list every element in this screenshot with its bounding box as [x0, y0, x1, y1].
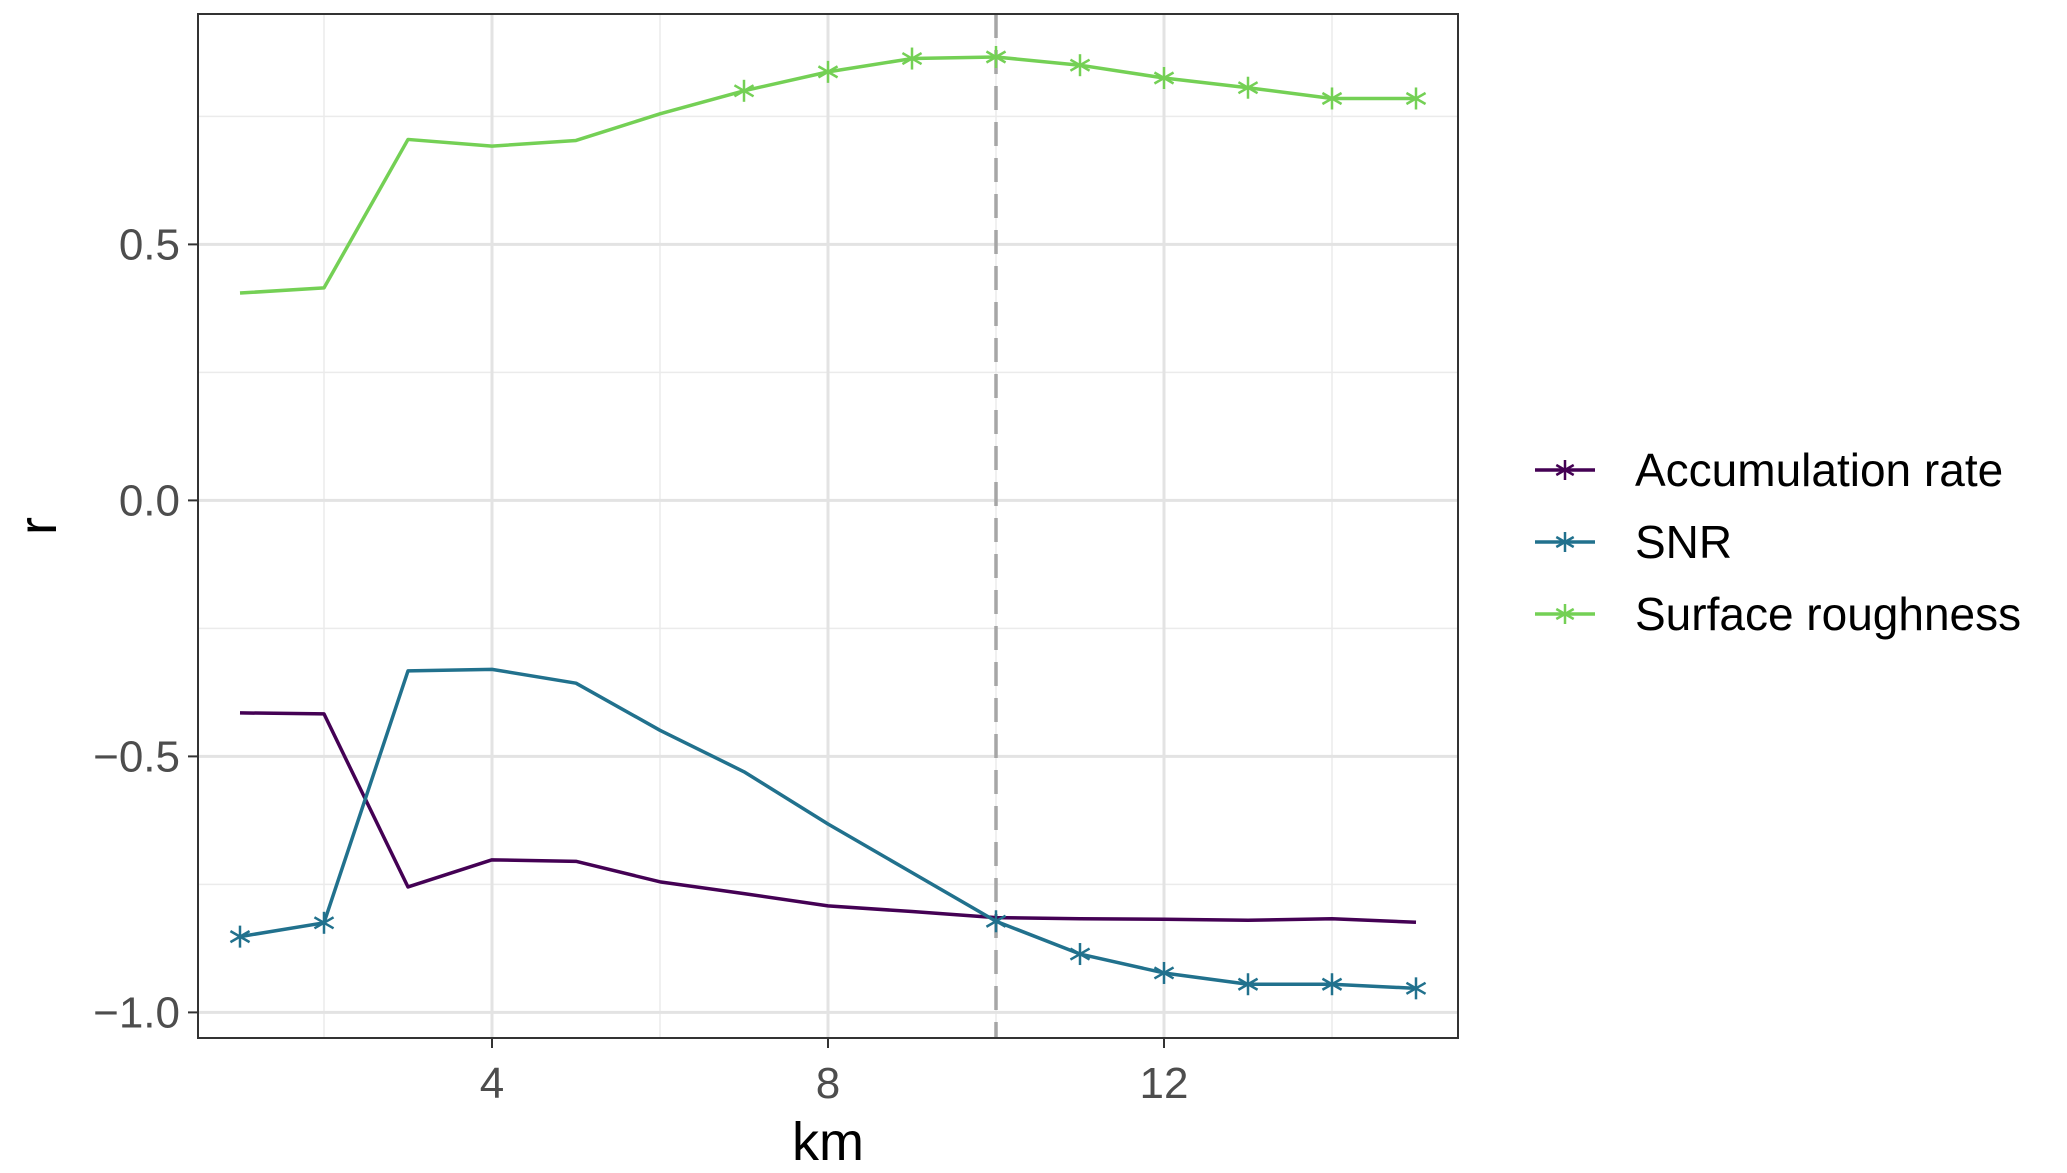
- surface-roughness-point: [1405, 87, 1427, 110]
- legend-key-marker: [1555, 604, 1575, 624]
- legend-item-surface-roughness: Surface roughness: [1535, 588, 2021, 640]
- legend-item-accumulation-rate: Accumulation rate: [1535, 444, 2003, 496]
- surface-roughness-point: [901, 47, 923, 70]
- surface-roughness-point: [1237, 76, 1259, 99]
- legend: Accumulation rate SNR Surface roughness: [1535, 444, 2021, 640]
- x-tick-label: 4: [480, 1059, 504, 1108]
- y-tick-label: −1.0: [93, 988, 180, 1037]
- y-axis-ticks: −1.0 −0.5 0.0 0.5: [93, 220, 198, 1037]
- y-tick-label: 0.5: [119, 220, 180, 269]
- snr-point: [1405, 977, 1427, 1000]
- snr-point: [1321, 973, 1343, 996]
- snr-point: [1153, 961, 1175, 984]
- accumulation-rate-line: [239, 711, 1417, 925]
- x-axis-ticks: 4 8 12: [480, 1038, 1189, 1108]
- y-tick-label: 0.0: [119, 476, 180, 525]
- snr-point: [313, 911, 335, 934]
- legend-label: Surface roughness: [1635, 588, 2021, 640]
- snr-point: [229, 925, 251, 948]
- snr-point: [1237, 973, 1259, 996]
- x-tick-label: 12: [1140, 1059, 1189, 1108]
- snr-point: [985, 910, 1007, 933]
- surface-roughness-point: [817, 60, 839, 83]
- surface-roughness-point: [1321, 87, 1343, 110]
- legend-key-marker: [1555, 460, 1575, 480]
- surface-roughness-point: [733, 79, 755, 102]
- legend-label: SNR: [1635, 516, 1732, 568]
- x-axis-title: km: [792, 1112, 864, 1172]
- series-markers: [229, 46, 1427, 1000]
- snr-line: [239, 667, 1417, 991]
- y-tick-label: −0.5: [93, 732, 180, 781]
- legend-label: Accumulation rate: [1635, 444, 2003, 496]
- x-tick-label: 8: [816, 1059, 840, 1108]
- legend-key-marker: [1555, 532, 1575, 552]
- major-gridlines: [198, 14, 1458, 1038]
- surface-roughness-point: [1153, 67, 1175, 89]
- y-axis-title: r: [8, 517, 68, 535]
- snr-point: [1069, 943, 1091, 966]
- surface-roughness-point: [1069, 54, 1091, 77]
- legend-item-snr: SNR: [1535, 516, 1732, 568]
- surface-roughness-point: [985, 46, 1007, 69]
